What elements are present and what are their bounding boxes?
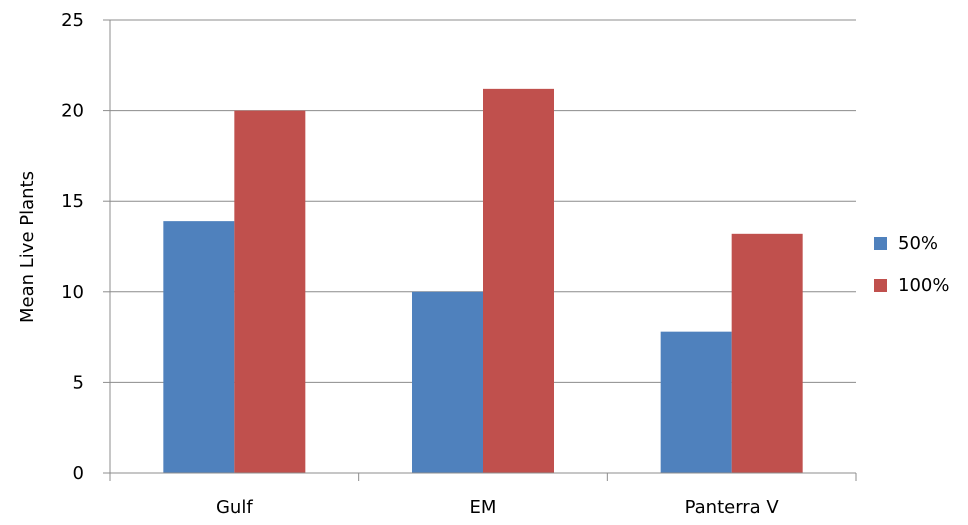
y-tick-label: 25	[61, 10, 84, 31]
axis-labels: 0 5 10 15 20 25 Gulf EM Panterra V Mean Live Plan…	[17, 10, 779, 518]
legend-label: 100%	[898, 275, 949, 296]
bar-gulf-50pct	[163, 221, 235, 473]
y-tick-label: 10	[61, 282, 84, 303]
bar-panterra-v-100pct	[731, 233, 803, 473]
y-tick-label: 5	[73, 372, 84, 393]
bar-gulf-100pct	[234, 110, 306, 473]
bar-em-50pct	[412, 291, 483, 473]
bars	[163, 88, 803, 473]
x-tick-label: Gulf	[216, 497, 253, 518]
y-tick-label: 20	[61, 101, 84, 122]
x-tick-label: Panterra V	[685, 497, 780, 518]
legend-swatch	[874, 237, 887, 250]
y-axis-title: Mean Live Plants	[17, 171, 38, 323]
y-tick-label: 15	[61, 191, 84, 212]
bar-em-100pct	[483, 88, 554, 473]
legend-swatch	[874, 279, 887, 292]
legend-label: 50%	[898, 233, 938, 254]
bar-panterra-v-50pct	[660, 331, 732, 473]
axes	[103, 19, 857, 481]
legend: 50% 100%	[874, 233, 949, 296]
y-tick-label: 0	[73, 463, 84, 484]
x-tick-label: EM	[470, 497, 497, 518]
